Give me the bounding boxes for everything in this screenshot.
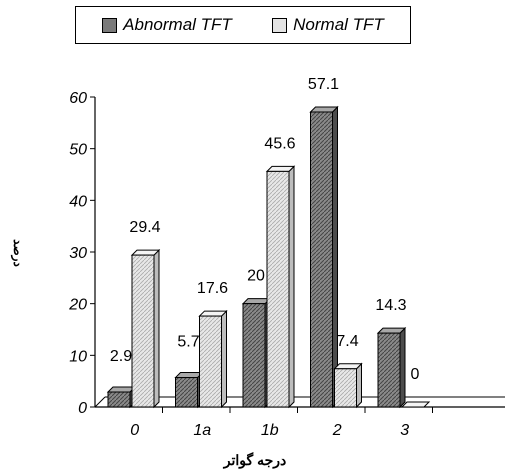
bar (199, 315, 222, 408)
bar (334, 368, 357, 408)
x-tick-label: 0 (130, 422, 139, 439)
data-label: 29.4 (129, 219, 160, 236)
bar-side (356, 362, 362, 409)
bar-top (333, 363, 363, 370)
x-axis-label: درجه گواتر (223, 452, 287, 468)
legend-label-normal: Normal TFT (293, 15, 384, 34)
bar-side (399, 326, 406, 409)
bar-side (221, 309, 227, 409)
y-tick-label: 40 (69, 193, 87, 210)
bar-top (309, 106, 339, 113)
data-label: 5.7 (177, 334, 199, 351)
y-tick-label: 60 (69, 90, 87, 107)
bar-top (198, 310, 228, 317)
y-tick-label: 30 (69, 245, 87, 262)
bar-side (153, 248, 160, 409)
y-tick-label: 20 (68, 297, 87, 314)
bar-top (376, 327, 407, 334)
bar-top (241, 298, 272, 305)
y-tick-label: 10 (69, 348, 87, 365)
y-tick-label: 50 (69, 142, 87, 159)
data-label: 57.1 (308, 76, 339, 93)
bar (131, 254, 155, 408)
legend-label-abnormal: Abnormal TFT (123, 15, 232, 34)
x-tick-label: 1a (193, 422, 211, 439)
bar (175, 377, 198, 408)
bar-top (130, 249, 161, 256)
x-tick-label: 2 (332, 422, 342, 439)
bar (242, 303, 266, 408)
data-label: 2.9 (110, 348, 132, 365)
legend: Abnormal TFT Normal TFT (75, 6, 411, 44)
data-label: 14.3 (375, 297, 406, 314)
data-label: 0 (411, 366, 420, 383)
y-axis-label: درصد (11, 239, 25, 267)
bar (310, 111, 333, 408)
bar (377, 332, 401, 408)
floor-corner (94, 396, 106, 408)
x-tick-label: 1b (261, 422, 279, 439)
bar-side (332, 105, 338, 409)
data-label: 7.4 (336, 333, 358, 350)
data-label: 20 (247, 268, 265, 285)
legend-item-normal: Normal TFT (272, 15, 384, 35)
data-label: 17.6 (197, 280, 228, 297)
bar-top (265, 165, 296, 172)
legend-swatch-abnormal (102, 17, 118, 33)
bar (266, 170, 290, 408)
legend-swatch-normal (272, 17, 288, 33)
bar-top (106, 386, 137, 393)
bar (107, 391, 131, 408)
bar-side (288, 165, 295, 409)
y-tick-label: 0 (78, 400, 87, 417)
data-label: 45.6 (264, 135, 295, 152)
bar-top (174, 372, 204, 379)
legend-item-abnormal: Abnormal TFT (102, 15, 232, 35)
bar (400, 401, 431, 408)
x-tick-label: 3 (400, 422, 409, 439)
